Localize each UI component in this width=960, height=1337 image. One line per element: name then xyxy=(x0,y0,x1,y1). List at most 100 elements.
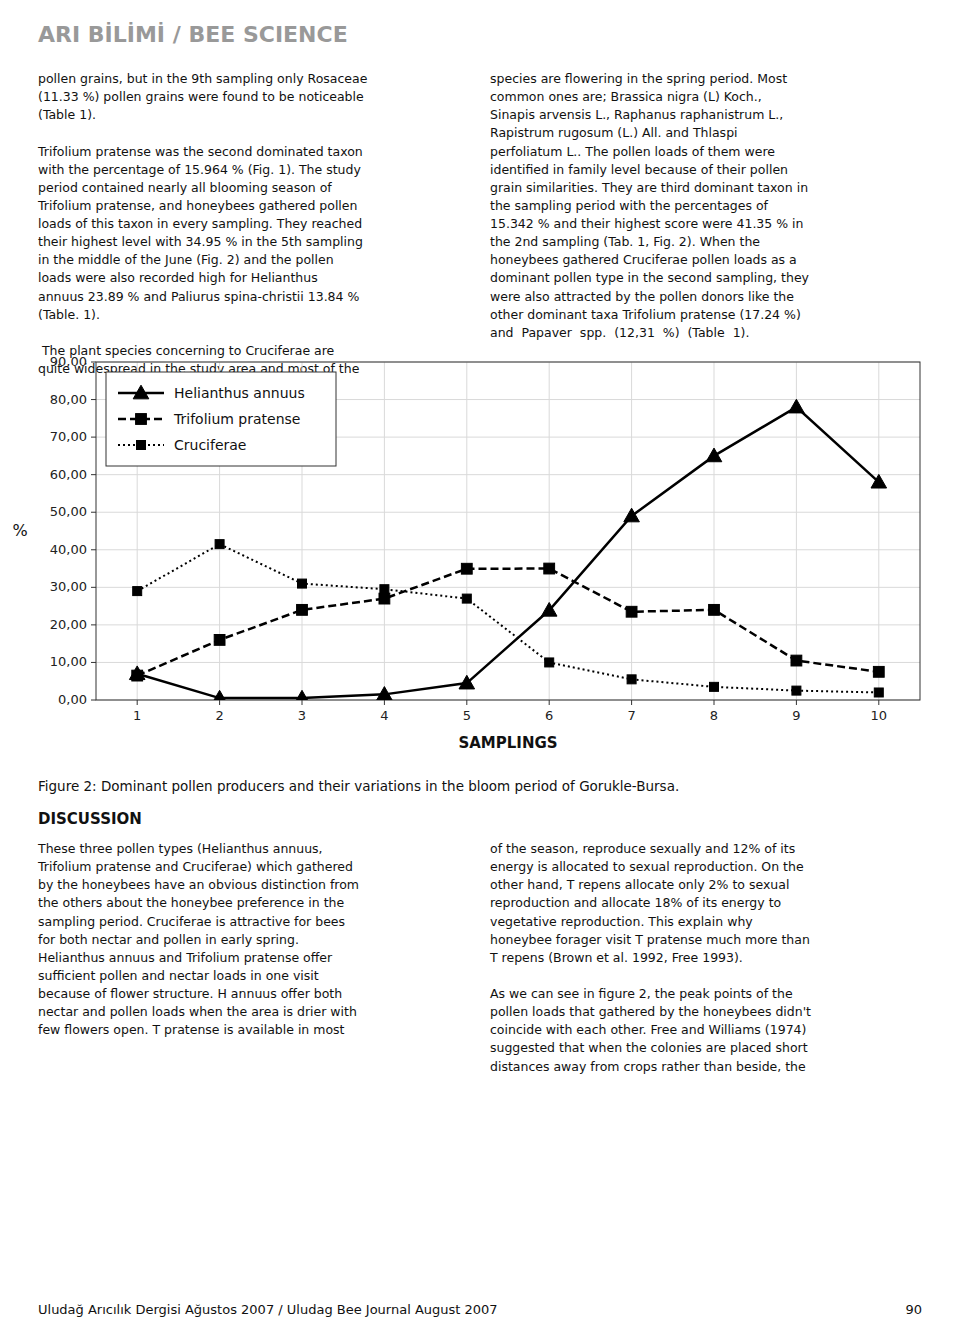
y-tick-label: 50,00 xyxy=(50,504,87,519)
x-tick-label: 1 xyxy=(133,708,141,723)
x-tick xyxy=(466,700,467,705)
y-tick xyxy=(91,512,96,513)
data-point xyxy=(624,508,640,522)
data-point xyxy=(294,690,310,700)
y-tick-label: 60,00 xyxy=(50,467,87,482)
data-point xyxy=(459,675,475,689)
y-tick-label: 40,00 xyxy=(50,542,87,557)
data-point xyxy=(544,563,555,574)
y-tick xyxy=(91,662,96,663)
x-grid-line xyxy=(466,362,467,700)
data-point xyxy=(789,399,805,413)
discussion-text-right: of the season, reproduce sexually and 12… xyxy=(490,840,811,1076)
y-tick-label: 90,00 xyxy=(50,354,87,369)
x-tick xyxy=(384,700,385,705)
y-tick-label: 70,00 xyxy=(50,429,87,444)
x-grid-line xyxy=(631,362,632,700)
data-point xyxy=(627,675,636,684)
data-point xyxy=(214,635,225,646)
x-grid-line xyxy=(384,362,385,700)
x-tick xyxy=(714,700,715,705)
data-point xyxy=(377,687,393,700)
data-point xyxy=(706,448,722,462)
discussion-text-left: These three pollen types (Helianthus ann… xyxy=(38,840,359,1039)
data-point xyxy=(212,690,228,700)
y-tick xyxy=(91,700,96,701)
data-point xyxy=(380,585,389,594)
x-tick xyxy=(137,700,138,705)
y-tick-label: 10,00 xyxy=(50,654,87,669)
legend-marker xyxy=(133,385,149,399)
y-tick xyxy=(91,437,96,438)
legend-label: Helianthus annuus xyxy=(174,385,305,401)
data-point xyxy=(462,594,471,603)
data-point xyxy=(545,658,554,667)
x-tick xyxy=(631,700,632,705)
data-point xyxy=(626,606,637,617)
legend-label: Cruciferae xyxy=(174,437,246,453)
figure-caption: Figure 2: Dominant pollen producers and … xyxy=(38,778,679,794)
y-tick xyxy=(91,474,96,475)
x-grid-line xyxy=(549,362,550,700)
y-tick xyxy=(91,362,96,363)
y-tick xyxy=(91,399,96,400)
footer-right: 90 xyxy=(905,1302,922,1317)
y-tick-label: 20,00 xyxy=(50,617,87,632)
x-axis-label: SAMPLINGS xyxy=(458,734,557,752)
data-point xyxy=(871,474,887,488)
title: ARI BİLİMİ / BEE SCIENCE xyxy=(38,22,348,47)
legend-label: Trifolium pratense xyxy=(173,411,300,427)
data-point xyxy=(792,686,801,695)
data-point xyxy=(297,604,308,615)
x-tick xyxy=(796,700,797,705)
x-tick-label: 2 xyxy=(215,708,223,723)
legend-marker xyxy=(137,441,146,450)
x-grid-line xyxy=(714,362,715,700)
data-point xyxy=(298,579,307,588)
data-point xyxy=(791,655,802,666)
grid xyxy=(96,362,920,700)
y-tick-label: 80,00 xyxy=(50,392,87,407)
series-line xyxy=(137,544,879,692)
x-tick-label: 4 xyxy=(380,708,388,723)
series-group xyxy=(129,399,886,700)
data-point xyxy=(461,563,472,574)
data-point xyxy=(710,682,719,691)
y-tick-label: 0,00 xyxy=(58,692,87,707)
data-point xyxy=(133,587,142,596)
body-text-left: pollen grains, but in the 9th sampling o… xyxy=(38,70,367,378)
y-tick-label: 30,00 xyxy=(50,579,87,594)
y-tick xyxy=(91,624,96,625)
data-point xyxy=(873,666,884,677)
data-point xyxy=(379,593,390,604)
page: {"chart_data": { "type": "line", "title"… xyxy=(0,0,960,1337)
x-tick-label: 3 xyxy=(298,708,306,723)
x-tick xyxy=(878,700,879,705)
x-tick xyxy=(219,700,220,705)
y-tick xyxy=(91,549,96,550)
x-tick-label: 5 xyxy=(463,708,471,723)
y-tick xyxy=(91,587,96,588)
x-tick xyxy=(549,700,550,705)
footer-left: Uludağ Arıcılık Dergisi Ağustos 2007 / U… xyxy=(38,1302,498,1317)
data-point xyxy=(874,688,883,697)
plot-frame xyxy=(96,362,920,700)
x-tick-label: 10 xyxy=(871,708,888,723)
legend-marker xyxy=(136,414,147,425)
legend: Helianthus annuus Trifolium pratense Cruci… xyxy=(106,372,336,466)
data-point xyxy=(541,602,557,616)
y-axis-label: % xyxy=(12,521,27,540)
section-header: DISCUSSION xyxy=(38,810,142,828)
data-point xyxy=(215,540,224,549)
legend-box xyxy=(106,372,336,466)
x-tick-label: 8 xyxy=(710,708,718,723)
series-line xyxy=(137,569,879,676)
x-tick xyxy=(302,700,303,705)
data-point xyxy=(129,666,145,680)
x-tick-label: 6 xyxy=(545,708,553,723)
x-tick-label: 7 xyxy=(627,708,635,723)
x-grid-line xyxy=(878,362,879,700)
x-tick-label: 9 xyxy=(792,708,800,723)
body-text-right: species are flowering in the spring peri… xyxy=(490,70,809,342)
data-point xyxy=(709,604,720,615)
